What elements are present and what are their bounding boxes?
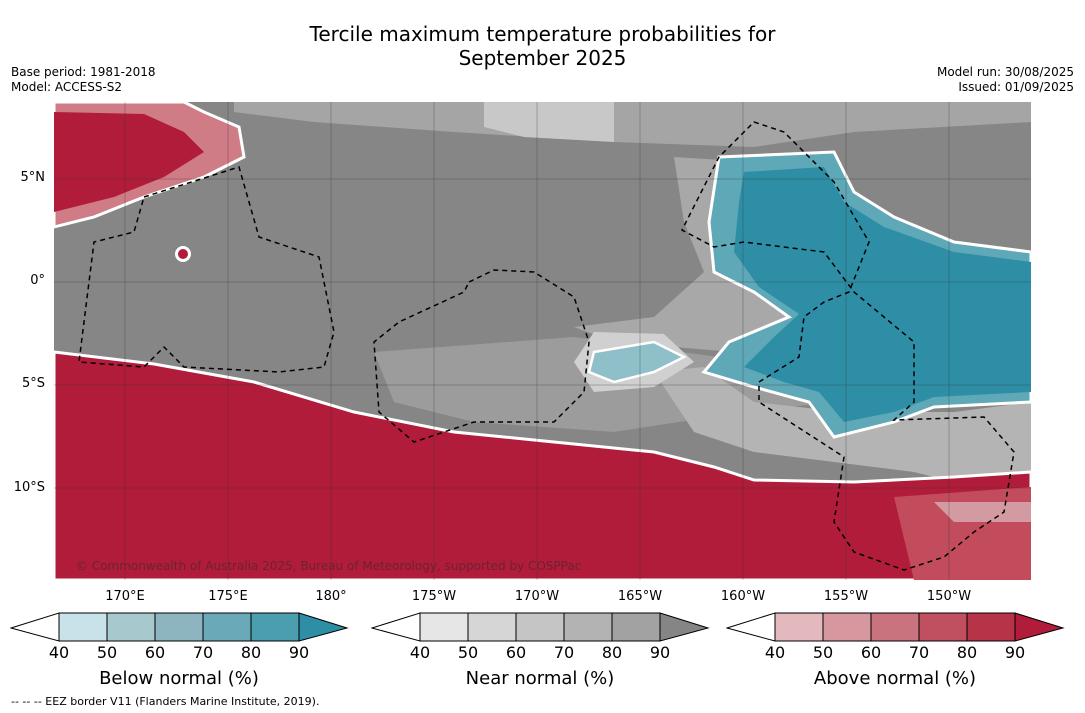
map-title-line2: September 2025 [458,46,627,70]
cbar0-seg1 [58,612,108,642]
map-canvas: © Commonwealth of Australia 2025, Bureau… [54,102,1031,580]
colorbar-above-normal [726,612,1065,642]
model-run: Model run: 30/08/2025 [936,65,1074,79]
colorbar-below-normal [10,612,349,642]
lon-label-170w: 170°W [514,589,560,604]
cbar0-tick-80: 80 [240,643,262,662]
cbar-title-near: Near normal (%) [465,668,615,689]
cbar0-seg0 [10,612,60,642]
cbar1-seg3 [515,612,565,642]
copyright-notice: © Commonwealth of Australia 2025, Bureau… [76,559,581,573]
map-title-line1: Tercile maximum temperature probabilitie… [309,22,776,46]
lat-label-5s: 5°S [21,376,45,391]
cbar1-tick-70: 70 [553,643,575,662]
above-normal-south-region [54,350,1031,580]
cbar0-tick-60: 60 [144,643,166,662]
lon-label-165w: 165°W [617,589,663,604]
cbar2-seg6 [1014,612,1065,642]
lat-label-5n: 5°N [20,170,46,185]
eez-footnote: -- -- -- EEZ border V11 (Flanders Marine… [11,695,320,708]
lon-label-150w: 150°W [926,589,972,604]
lat-label-10s: 10°S [13,480,45,495]
meta-right: Model run: 30/08/2025 Issued: 01/09/2025 [937,65,1074,95]
cbar1-tick-50: 50 [457,643,479,662]
cbar2-tick-40: 40 [764,643,786,662]
cbar2-tick-60: 60 [860,643,882,662]
cbar2-seg1 [774,612,824,642]
cbar2-seg5 [966,612,1016,642]
near-normal-light-patch [484,102,614,142]
cbar0-tick-70: 70 [192,643,214,662]
issued-date: Issued: 01/09/2025 [958,80,1074,94]
cbar0-seg6 [298,612,349,642]
cbar2-tick-50: 50 [812,643,834,662]
lon-label-180: 180° [315,589,347,604]
cbar0-seg3 [154,612,204,642]
near-normal-band-north [234,102,1031,147]
cbar2-seg4 [918,612,968,642]
cbar0-tick-50: 50 [96,643,118,662]
model-name: Model: ACCESS-S2 [11,80,123,94]
lon-label-170e: 170°E [105,589,145,604]
cbar1-tick-90: 90 [649,643,671,662]
cbar1-seg1 [419,612,469,642]
cbar2-tick-80: 80 [956,643,978,662]
above-normal-northwest-core [54,112,204,212]
below-normal-patch [587,340,687,384]
cbar2-seg3 [870,612,920,642]
base-period: Base period: 1981-2018 [11,65,156,79]
lon-label-155w: 155°W [823,589,869,604]
cbar1-seg4 [563,612,613,642]
cbar2-seg2 [822,612,872,642]
cbar1-seg0 [371,612,421,642]
cbar0-seg2 [106,612,156,642]
cbar-title-below: Below normal (%) [99,668,259,689]
lon-label-175e: 175°E [208,589,248,604]
cbar2-tick-70: 70 [908,643,930,662]
eez-borders [78,121,1015,571]
graticule [54,102,1031,580]
above-normal-southeast-pale [934,502,1031,522]
cbar0-seg4 [202,612,252,642]
cbar2-tick-90: 90 [1004,643,1026,662]
cbar0-seg5 [250,612,300,642]
cbar1-seg6 [659,612,710,642]
cbar1-tick-60: 60 [505,643,527,662]
colorbar-near-normal [371,612,710,642]
cbar1-tick-40: 40 [409,643,431,662]
meta-left: Base period: 1981-2018 Model: ACCESS-S2 [11,65,156,95]
cbar1-tick-80: 80 [601,643,623,662]
island-patch-core [178,249,188,259]
cbar1-seg2 [467,612,517,642]
cbar0-tick-40: 40 [48,643,70,662]
lat-label-0: 0° [30,273,45,288]
cbar2-seg0 [726,612,776,642]
lon-label-175w: 175°W [411,589,457,604]
below-normal-core [734,167,1031,422]
lon-label-160w: 160°W [720,589,766,604]
cbar1-seg5 [611,612,661,642]
probability-map: © Commonwealth of Australia 2025, Bureau… [54,102,1031,580]
cbar-title-above: Above normal (%) [813,668,977,689]
cbar0-tick-90: 90 [288,643,310,662]
